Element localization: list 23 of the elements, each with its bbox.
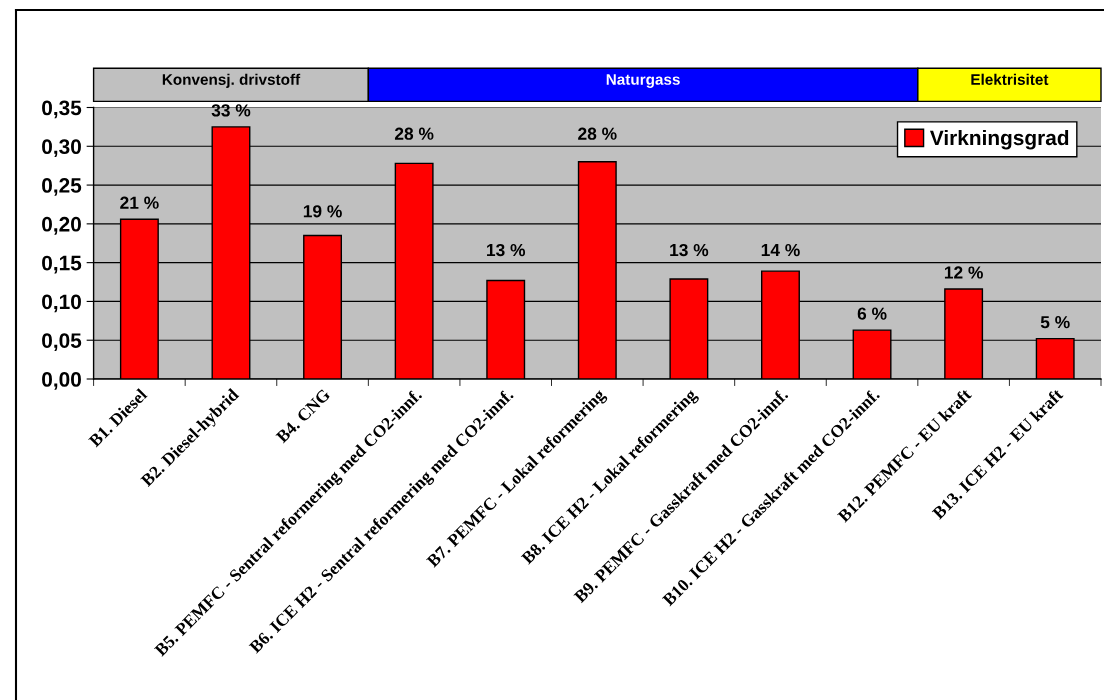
data-label: 19 % bbox=[303, 205, 342, 218]
y-tick-label: 0,25 bbox=[42, 178, 82, 196]
data-label: 12 % bbox=[944, 266, 983, 279]
text: Naturgass bbox=[606, 74, 680, 88]
y-tick-label: 0,15 bbox=[42, 255, 82, 274]
data-label: 33 % bbox=[211, 104, 251, 117]
y-tick-label: 0,00 bbox=[42, 372, 81, 390]
data-label: 14 % bbox=[761, 243, 800, 257]
y-tick-label: 0,30 bbox=[42, 139, 81, 158]
y-tick-label: 0,35 bbox=[42, 100, 82, 119]
data-label: 6 % bbox=[857, 307, 887, 320]
data-label: 28 % bbox=[578, 127, 617, 140]
text: Elektrisitet bbox=[971, 73, 1049, 85]
text: Konvensj. drivstoff bbox=[162, 73, 301, 88]
y-tick-label: 0,05 bbox=[42, 333, 82, 351]
data-label: 28 % bbox=[394, 127, 434, 140]
data-label: 13 % bbox=[487, 243, 526, 257]
legend-label: Virkningsgrad bbox=[929, 129, 1069, 150]
data-label: 5 % bbox=[1040, 316, 1070, 329]
y-tick-label: 0,10 bbox=[42, 294, 81, 313]
data-label: 13 % bbox=[670, 243, 709, 257]
y-tick-label: 0,20 bbox=[42, 216, 81, 235]
data-label: 21 % bbox=[120, 196, 159, 209]
